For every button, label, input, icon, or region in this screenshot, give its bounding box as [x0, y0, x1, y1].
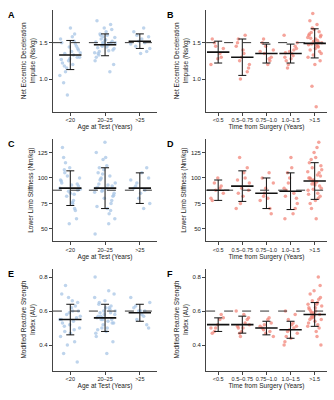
svg-text:0.75–1.0: 0.75–1.0 — [256, 247, 277, 253]
svg-text:>1.5: >1.5 — [309, 247, 320, 253]
svg-text:Lower Limb Stiffness (Nm/kg): Lower Limb Stiffness (Nm/kg) — [180, 148, 188, 233]
svg-text:50: 50 — [194, 226, 201, 232]
svg-text:Age at Test (Years): Age at Test (Years) — [78, 253, 133, 261]
svg-text:>1.5: >1.5 — [309, 376, 320, 382]
svg-text:0.5–0.75: 0.5–0.75 — [232, 247, 253, 253]
svg-text:Lower Limb Stiffness (Nm/kg): Lower Limb Stiffness (Nm/kg) — [27, 148, 35, 233]
svg-text:75: 75 — [41, 201, 48, 207]
svg-text:Time from Surgery (Years): Time from Surgery (Years) — [228, 382, 304, 390]
svg-text:F: F — [167, 269, 173, 279]
svg-text:<0.5: <0.5 — [213, 376, 224, 382]
svg-text:0.8: 0.8 — [39, 274, 48, 280]
svg-text:Net Eccentric DecelerationImpu: Net Eccentric DecelerationImpulse (Ns/kg… — [20, 22, 36, 99]
svg-text:0.6: 0.6 — [193, 308, 202, 314]
svg-text:C: C — [8, 139, 15, 149]
svg-text:125: 125 — [191, 150, 202, 156]
svg-text:Age at Test (Years): Age at Test (Years) — [78, 382, 133, 390]
svg-text:<0.5: <0.5 — [213, 117, 224, 123]
svg-text:75: 75 — [194, 201, 201, 207]
svg-text:Age at Test (Years): Age at Test (Years) — [78, 123, 133, 131]
svg-text:20–25: 20–25 — [97, 247, 112, 253]
svg-text:>1.5: >1.5 — [309, 117, 320, 123]
svg-text:>25: >25 — [135, 376, 144, 382]
svg-text:>25: >25 — [135, 247, 144, 253]
svg-text:125: 125 — [38, 150, 49, 156]
svg-text:100: 100 — [191, 175, 202, 181]
svg-text:0.75–1.0: 0.75–1.0 — [256, 117, 277, 123]
svg-text:0.5–0.75: 0.5–0.75 — [232, 376, 253, 382]
svg-text:<20: <20 — [66, 247, 75, 253]
svg-text:D: D — [167, 139, 174, 149]
svg-text:0.75–1.0: 0.75–1.0 — [256, 376, 277, 382]
svg-text:1.5: 1.5 — [39, 40, 48, 46]
svg-text:0.5–0.75: 0.5–0.75 — [232, 117, 253, 123]
svg-text:1.5: 1.5 — [193, 40, 202, 46]
svg-text:0.6: 0.6 — [39, 308, 48, 314]
svg-text:B: B — [167, 10, 174, 20]
svg-text:E: E — [8, 269, 14, 279]
svg-text:<20: <20 — [66, 376, 75, 382]
svg-text:<0.5: <0.5 — [213, 247, 224, 253]
svg-text:1.0: 1.0 — [39, 76, 48, 82]
svg-text:0.4: 0.4 — [39, 342, 48, 348]
svg-text:Time from Surgery (Years): Time from Surgery (Years) — [228, 123, 304, 131]
svg-text:100: 100 — [38, 175, 49, 181]
svg-text:1.0: 1.0 — [193, 76, 202, 82]
svg-text:1.0–1.5: 1.0–1.5 — [281, 376, 299, 382]
svg-text:>25: >25 — [135, 117, 144, 123]
svg-text:50: 50 — [41, 226, 48, 232]
svg-text:1.0–1.5: 1.0–1.5 — [281, 247, 299, 253]
svg-text:A: A — [8, 10, 15, 20]
svg-text:Time from Surgery (Years): Time from Surgery (Years) — [228, 253, 304, 261]
svg-text:1.0–1.5: 1.0–1.5 — [281, 117, 299, 123]
svg-text:20–25: 20–25 — [97, 117, 112, 123]
svg-text:Net Eccentric DecelerationImpu: Net Eccentric DecelerationImpulse (Ns/kg… — [173, 22, 189, 99]
svg-text:0.8: 0.8 — [193, 274, 202, 280]
svg-text:<20: <20 — [66, 117, 75, 123]
svg-text:20–25: 20–25 — [97, 376, 112, 382]
svg-text:Modified Reactive StrengthInde: Modified Reactive StrengthIndex (AU) — [20, 280, 36, 358]
svg-text:0.4: 0.4 — [193, 342, 202, 348]
svg-text:Modified Reactive StrengthInde: Modified Reactive StrengthIndex (AU) — [173, 280, 189, 358]
